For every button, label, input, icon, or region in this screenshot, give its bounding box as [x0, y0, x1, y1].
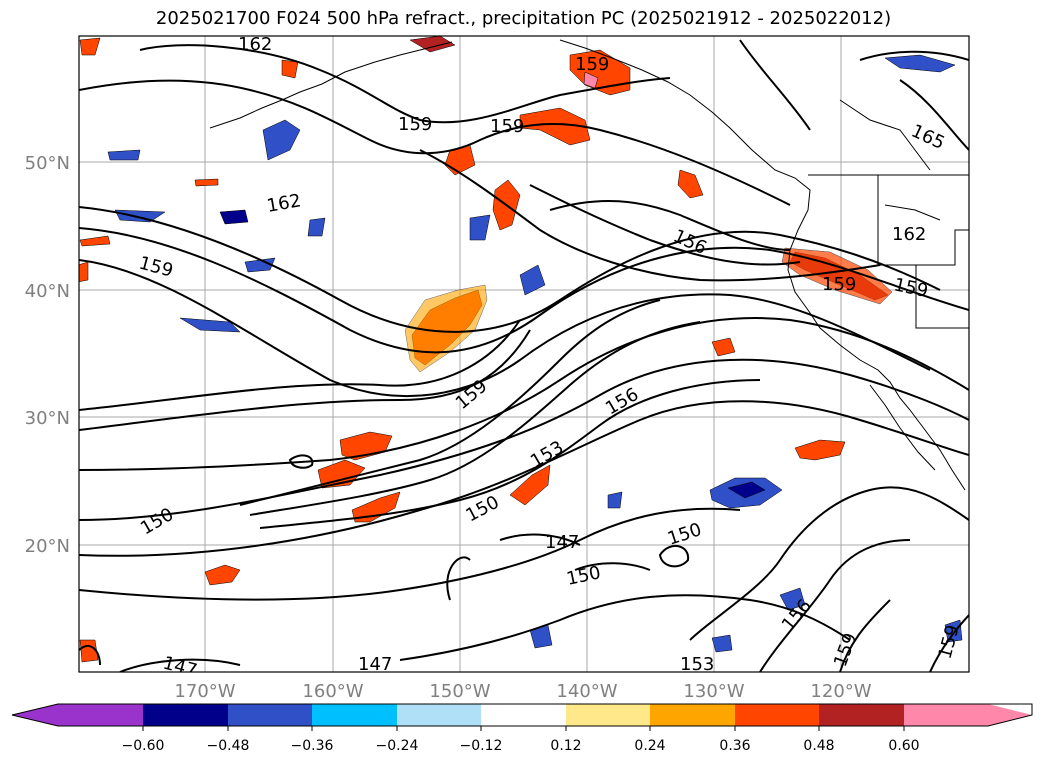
colorbar-segment: [481, 704, 566, 726]
precip-shading: [79, 36, 963, 663]
colorbar-segment: [58, 704, 143, 726]
colorbar-tick-label: −0.60: [122, 738, 165, 754]
map-frame: [78, 35, 970, 673]
lat-label: 40°N: [25, 281, 70, 302]
lon-label: 150°W: [429, 681, 490, 702]
coastlines: [209, 39, 969, 491]
colorbar-segment: [312, 704, 397, 726]
colorbar-tick-label: 0.48: [803, 738, 834, 754]
colorbar-segment: [819, 704, 904, 726]
colorbar-tick-label: 0.36: [719, 738, 750, 754]
contour-label: 159: [490, 116, 524, 137]
contour-label: 159: [575, 54, 609, 75]
contour-label: 162: [892, 224, 926, 245]
colorbar-segment: [735, 704, 819, 726]
colorbar: −0.60 −0.48 −0.36 −0.24 −0.12 0.12 0.24 …: [11, 703, 1033, 754]
map-plot-area: 162 159 159 159 165 162 156 159 162 159 …: [78, 34, 970, 675]
colorbar-segment: [397, 704, 481, 726]
colorbar-segment: [650, 704, 735, 726]
contour-label: 147: [358, 654, 392, 675]
lat-labels: 50°N 40°N 30°N 20°N: [25, 153, 70, 557]
colorbar-segment: [228, 704, 312, 726]
lat-label: 20°N: [25, 536, 70, 557]
colorbar-tick-label: 0.12: [550, 738, 581, 754]
lon-label: 130°W: [683, 681, 744, 702]
lon-label: 140°W: [556, 681, 617, 702]
lat-label: 30°N: [25, 408, 70, 429]
refractivity-contours: [79, 39, 969, 672]
colorbar-segment: [904, 704, 988, 726]
contour-label: 147: [545, 532, 579, 553]
colorbar-tick-label: −0.24: [376, 738, 419, 754]
colorbar-tick-label: −0.12: [460, 738, 503, 754]
colorbar-outline: [11, 703, 1033, 727]
map-title: 2025021700 F024 500 hPa refract., precip…: [155, 8, 892, 29]
colorbar-segment: [143, 704, 228, 726]
lon-label: 160°W: [302, 681, 363, 702]
colorbar-segment: [566, 704, 650, 726]
colorbar-tick-label: −0.36: [291, 738, 334, 754]
colorbar-extend-max: [988, 704, 1032, 726]
colorbar-tick-label: −0.48: [207, 738, 250, 754]
lon-label: 170°W: [174, 681, 235, 702]
lon-labels: 170°W 160°W 150°W 140°W 130°W 120°W: [174, 681, 871, 702]
lon-label: 120°W: [810, 681, 871, 702]
contour-label: 159: [822, 274, 856, 295]
colorbar-tick-label: 0.24: [634, 738, 665, 754]
colorbar-tick-label: 0.60: [888, 738, 919, 754]
contour-label: 159: [398, 114, 432, 135]
contour-label: 153: [680, 654, 714, 675]
colorbar-extend-min: [12, 704, 58, 726]
colorbar-ticks: [142, 726, 905, 731]
lat-label: 50°N: [25, 153, 70, 174]
contour-label: 162: [238, 34, 272, 55]
